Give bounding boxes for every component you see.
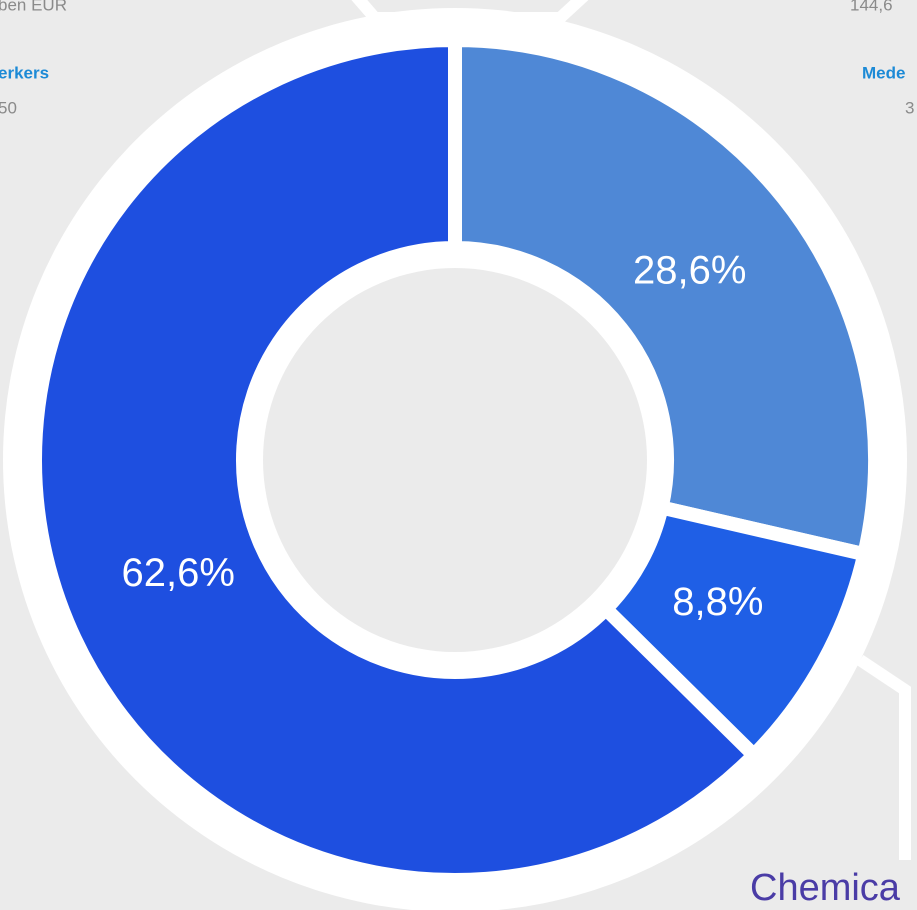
annotation: Mede [862, 63, 905, 82]
value-label: 62,6% [121, 551, 234, 595]
annotation: 144,6 [850, 0, 893, 14]
chart: 28,6% 8,8% 62,6% ben EUR erkers 50 144,6 Mede3… [0, 0, 917, 910]
value-label: 8,8% [672, 580, 763, 624]
annotation: erkers [0, 63, 49, 82]
annotation: 50 [0, 98, 17, 117]
annotation: 3 [905, 98, 914, 117]
value-label: 28,6% [633, 249, 746, 293]
donut-hole [263, 268, 647, 652]
annotation: Chemica [750, 867, 901, 909]
annotation: ben EUR [0, 0, 67, 14]
